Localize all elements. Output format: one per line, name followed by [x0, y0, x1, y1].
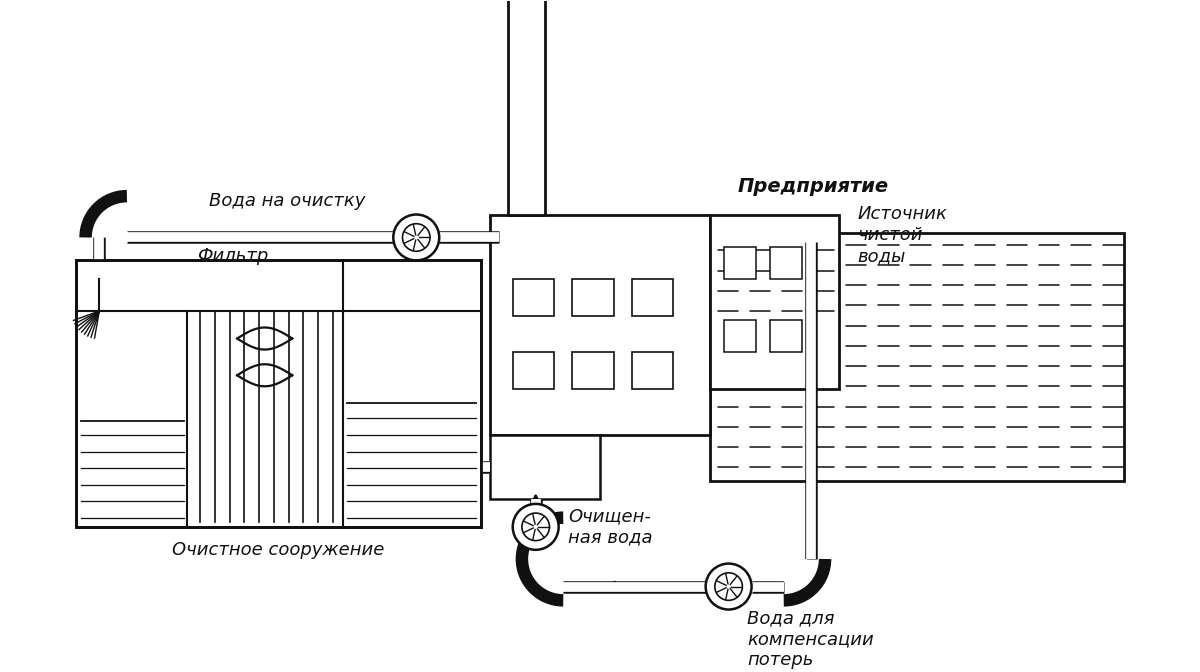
Text: Предприятие: Предприятие — [738, 177, 889, 196]
Bar — [770, 320, 802, 352]
Bar — [512, 352, 554, 389]
Bar — [572, 352, 613, 389]
Bar — [490, 435, 600, 499]
Bar — [632, 279, 673, 316]
Bar — [632, 352, 673, 389]
Text: Источник
чистой
воды: Источник чистой воды — [857, 206, 947, 265]
Text: Вода на очистку: Вода на очистку — [210, 192, 366, 210]
Circle shape — [706, 564, 751, 610]
Bar — [512, 279, 554, 316]
Bar — [770, 247, 802, 279]
Bar — [724, 320, 756, 352]
Text: Очищен-
ная вода: Очищен- ная вода — [568, 507, 653, 546]
Text: Очистное сооружение: Очистное сооружение — [173, 541, 385, 558]
Text: Фильтр: Фильтр — [197, 247, 268, 265]
Bar — [77, 261, 480, 527]
Circle shape — [512, 504, 559, 550]
Circle shape — [394, 214, 439, 261]
Bar — [724, 247, 756, 279]
Text: Вода для
компенсации
потерь: Вода для компенсации потерь — [746, 610, 874, 669]
Bar — [508, 0, 545, 214]
Bar — [710, 233, 821, 325]
Bar — [490, 214, 710, 435]
Bar — [710, 233, 1123, 481]
Bar — [710, 214, 839, 389]
Bar — [572, 279, 613, 316]
Bar — [77, 261, 480, 527]
